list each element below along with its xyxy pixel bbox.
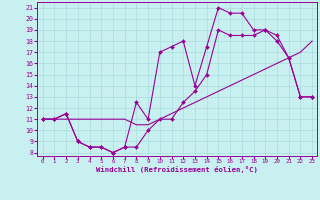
X-axis label: Windchill (Refroidissement éolien,°C): Windchill (Refroidissement éolien,°C) [96,166,258,173]
